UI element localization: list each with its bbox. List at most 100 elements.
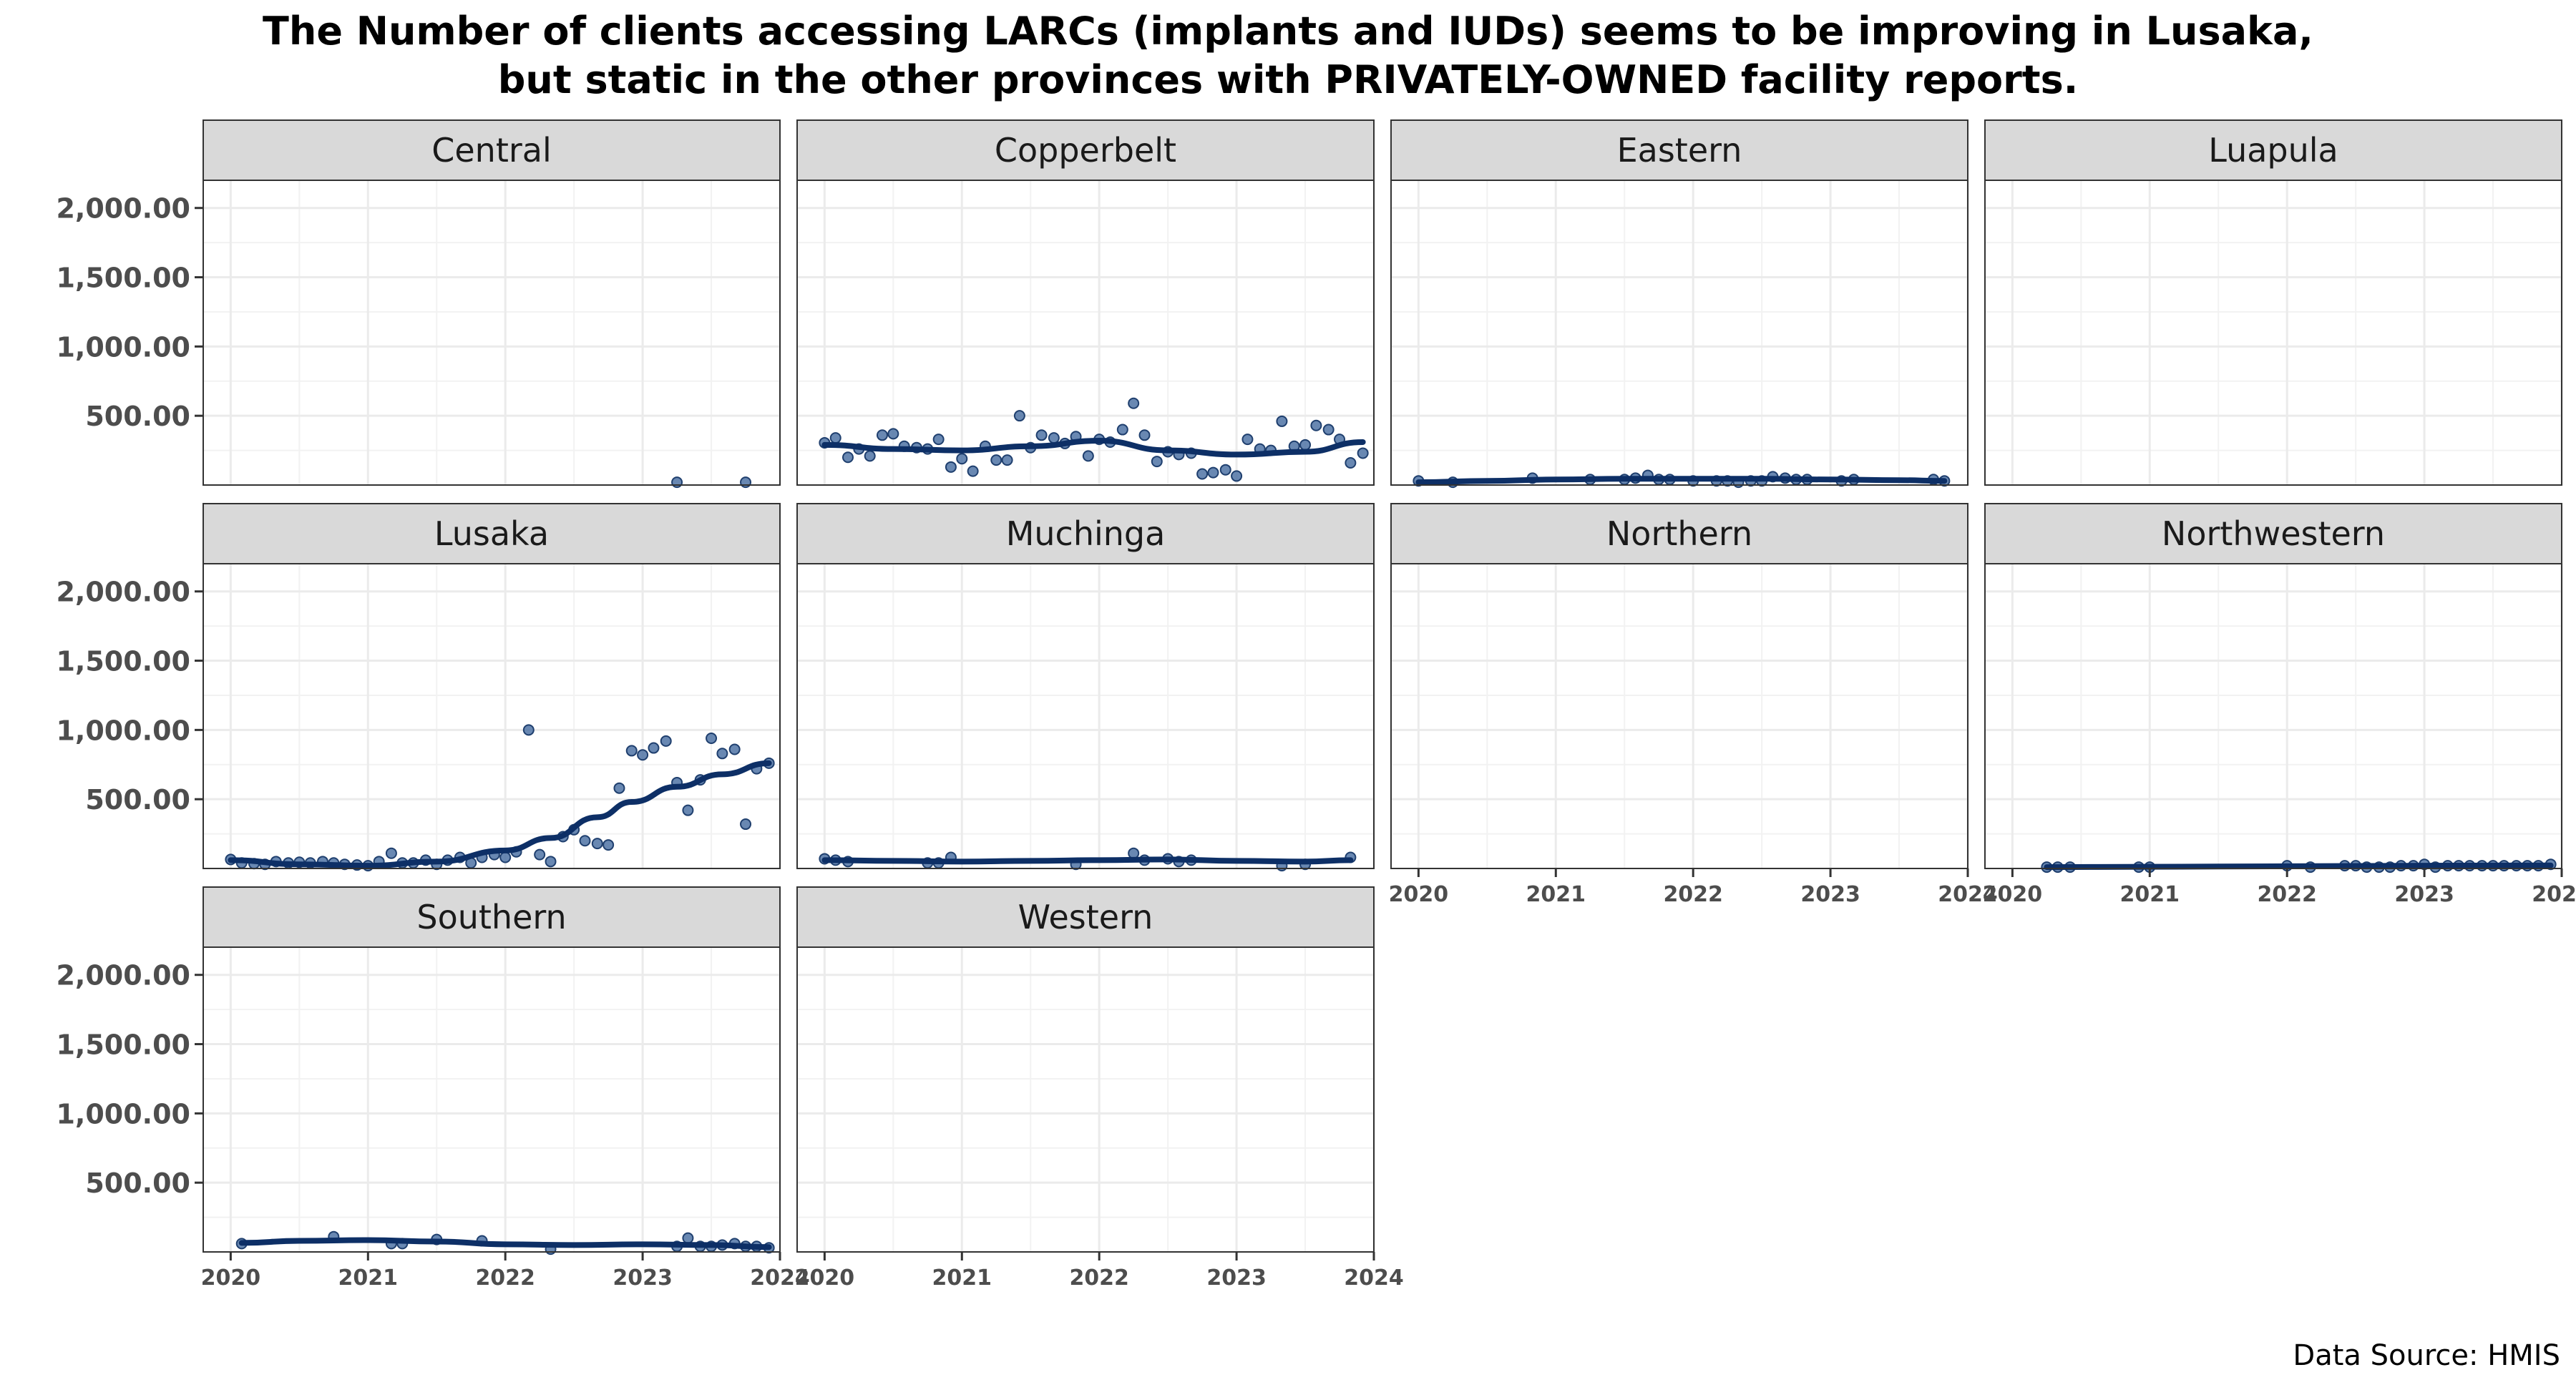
y-tick-label: 1,000.00 xyxy=(56,1098,190,1130)
facet-label-luapula: Luapula xyxy=(2208,131,2338,170)
data-point xyxy=(1138,429,1151,441)
panel-background-lusaka xyxy=(203,564,780,868)
data-point xyxy=(1001,454,1013,466)
x-tick-label: 2023 xyxy=(613,1266,673,1291)
facet-strip-lusaka xyxy=(203,503,781,564)
x-tick-label: 2022 xyxy=(1069,1266,1129,1291)
panel-border-northwestern xyxy=(1984,563,2562,869)
panel-background-northwestern xyxy=(1985,564,2562,868)
panel-background-western xyxy=(797,947,1374,1252)
y-tick-label: 1,500.00 xyxy=(56,1029,190,1061)
facet-strip-copperbelt xyxy=(796,119,1375,181)
chart-title-line-1: The Number of clients accessing LARCs (i… xyxy=(263,9,2313,54)
y-tick-label: 1,500.00 xyxy=(56,263,190,294)
x-tick-label: 2020 xyxy=(201,1266,261,1291)
data-point xyxy=(1128,847,1140,859)
y-tick-label: 2,000.00 xyxy=(56,960,190,992)
x-tick-label: 2024 xyxy=(2532,882,2576,907)
x-tick-label: 2021 xyxy=(338,1266,399,1291)
data-point xyxy=(1357,447,1369,459)
x-tick-label: 2022 xyxy=(475,1266,535,1291)
x-tick-label: 2024 xyxy=(1938,882,1998,907)
data-point xyxy=(1207,466,1219,479)
data-point xyxy=(1116,424,1128,436)
data-point xyxy=(499,851,512,863)
facet-label-copperbelt: Copperbelt xyxy=(995,131,1176,170)
x-tick-label: 2020 xyxy=(1983,882,2043,907)
data-point xyxy=(1299,439,1312,451)
data-point xyxy=(716,748,728,760)
panel-background-southern xyxy=(203,947,780,1252)
x-tick-label: 2023 xyxy=(1206,1266,1267,1291)
data-point xyxy=(534,848,546,861)
data-point xyxy=(1241,434,1254,446)
x-tick-label: 2021 xyxy=(932,1266,992,1291)
panel-background-luapula xyxy=(1985,180,2562,485)
facet-strip-southern xyxy=(203,886,781,948)
facet-label-muchinga: Muchinga xyxy=(1006,514,1166,553)
data-point xyxy=(522,724,535,736)
panel-border-copperbelt xyxy=(796,180,1375,486)
x-tick-label: 2024 xyxy=(750,1266,810,1291)
panel-border-muchinga xyxy=(796,563,1375,869)
data-point xyxy=(648,742,660,754)
data-point xyxy=(829,432,841,444)
chart-title-line-2: but static in the other provinces with P… xyxy=(497,57,2079,102)
y-tick-label: 2,000.00 xyxy=(56,577,190,608)
data-point xyxy=(740,818,752,831)
smooth-trend-line xyxy=(228,760,772,869)
data-point xyxy=(660,735,672,747)
panel-border-luapula xyxy=(1984,180,2562,486)
facet-label-northern: Northern xyxy=(1606,514,1752,553)
data-point xyxy=(876,429,888,441)
chart-title: The Number of clients accessing LARCs (i… xyxy=(0,7,2576,104)
x-tick-label: 2020 xyxy=(1389,882,1449,907)
facet-strip-northwestern xyxy=(1984,503,2562,564)
data-point xyxy=(579,835,591,847)
y-tick-label: 1,000.00 xyxy=(56,715,190,746)
panel-border-eastern xyxy=(1390,180,1968,486)
facet-label-eastern: Eastern xyxy=(1617,131,1742,170)
smooth-trend-line xyxy=(821,856,1354,865)
y-tick-label: 2,000.00 xyxy=(56,193,190,225)
x-tick-label: 2021 xyxy=(2120,882,2180,907)
facet-strip-eastern xyxy=(1390,119,1968,181)
x-tick-label: 2023 xyxy=(2394,882,2454,907)
panel-background-eastern xyxy=(1391,180,1968,485)
y-tick-label: 1,500.00 xyxy=(56,646,190,677)
data-point xyxy=(967,465,979,477)
panel-border-western xyxy=(796,946,1375,1253)
data-point xyxy=(1276,415,1288,427)
smooth-trend-line xyxy=(2044,862,2554,871)
data-point xyxy=(671,476,683,489)
facet-label-northwestern: Northwestern xyxy=(2162,514,2385,553)
data-point xyxy=(1035,429,1048,441)
data-point xyxy=(682,804,694,816)
data-point xyxy=(637,749,649,761)
x-tick-label: 2024 xyxy=(1344,1266,1404,1291)
x-tick-label: 2022 xyxy=(2257,882,2317,907)
data-point xyxy=(1219,464,1231,476)
data-point xyxy=(602,839,615,851)
smooth-trend-line xyxy=(821,438,1366,458)
y-tick-label: 1,000.00 xyxy=(56,331,190,363)
facet-strip-muchinga xyxy=(796,503,1375,564)
facet-strip-northern xyxy=(1390,503,1968,564)
data-point xyxy=(591,838,603,850)
data-point xyxy=(1013,410,1025,422)
panel-background-northern xyxy=(1391,564,1968,868)
facet-label-western: Western xyxy=(1018,898,1153,936)
panel-border-lusaka xyxy=(203,563,781,869)
x-tick-label: 2020 xyxy=(795,1266,855,1291)
facet-label-central: Central xyxy=(431,131,552,170)
data-point xyxy=(1322,424,1335,436)
facet-strip-western xyxy=(796,886,1375,948)
data-point xyxy=(613,782,625,794)
facet-label-southern: Southern xyxy=(416,898,566,936)
smooth-trend-line xyxy=(238,1237,772,1250)
panel-border-southern xyxy=(203,946,781,1253)
data-point xyxy=(1345,457,1357,469)
data-point xyxy=(740,476,752,489)
y-tick-label: 500.00 xyxy=(85,784,190,816)
